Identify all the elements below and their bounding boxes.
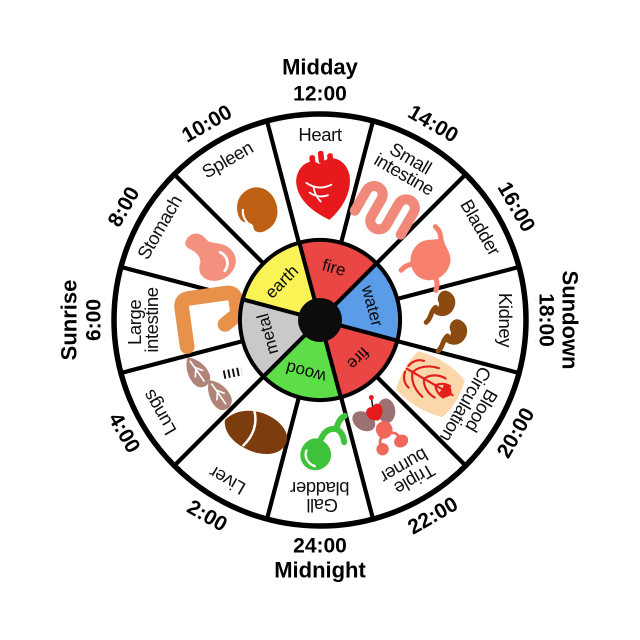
time-label-12: 12:00 bbox=[293, 83, 347, 106]
organ-label-kidney: Kidney bbox=[496, 293, 517, 348]
triple-burner-icon bbox=[352, 395, 409, 456]
organ-label-large-intestine: Large intestine bbox=[124, 287, 162, 352]
organ-icons bbox=[174, 150, 468, 471]
organ-label-gall-bladder: Gall bladder bbox=[290, 479, 349, 517]
organ-label-line: intestine bbox=[141, 287, 162, 352]
spleen-icon bbox=[237, 187, 278, 233]
sundown-label: Sundown bbox=[558, 271, 583, 370]
periphery-labels: Midday Midnight Sunrise Sundown bbox=[57, 55, 583, 583]
bladder-icon bbox=[398, 224, 451, 293]
organ-label-line: Heart bbox=[298, 124, 341, 145]
element-slice-fire-2 bbox=[318, 318, 400, 400]
organ-label-line: Large bbox=[124, 300, 145, 345]
element-slice-earth bbox=[240, 240, 322, 322]
heart-icon bbox=[296, 150, 350, 220]
sector-dividers bbox=[120, 120, 520, 520]
time-label-18: 18:00 bbox=[535, 293, 558, 347]
gall-bladder-icon bbox=[300, 412, 348, 471]
small-intestine-icon bbox=[349, 181, 420, 240]
stomach-icon bbox=[185, 233, 236, 281]
organ-label-heart: Heart bbox=[298, 124, 341, 145]
lungs-icon bbox=[186, 357, 243, 410]
time-label-6: 6:00 bbox=[83, 299, 106, 341]
center-dot bbox=[298, 298, 342, 342]
blood-circulation-icon bbox=[396, 351, 465, 418]
kidney-icon bbox=[423, 290, 468, 354]
midnight-label: Midnight bbox=[274, 558, 366, 583]
organ-label-line: Kidney bbox=[496, 293, 517, 348]
midday-label: Midday bbox=[282, 55, 359, 80]
large-intestine-icon bbox=[174, 285, 246, 355]
time-label-24: 24:00 bbox=[293, 535, 347, 558]
organ-label-line: Gall bbox=[307, 496, 338, 517]
organ-label-line: bladder bbox=[290, 479, 349, 500]
liver-icon bbox=[224, 409, 288, 455]
element-wheel: fire water fire wood metal earth bbox=[237, 237, 403, 403]
sunrise-label: Sunrise bbox=[57, 280, 82, 361]
